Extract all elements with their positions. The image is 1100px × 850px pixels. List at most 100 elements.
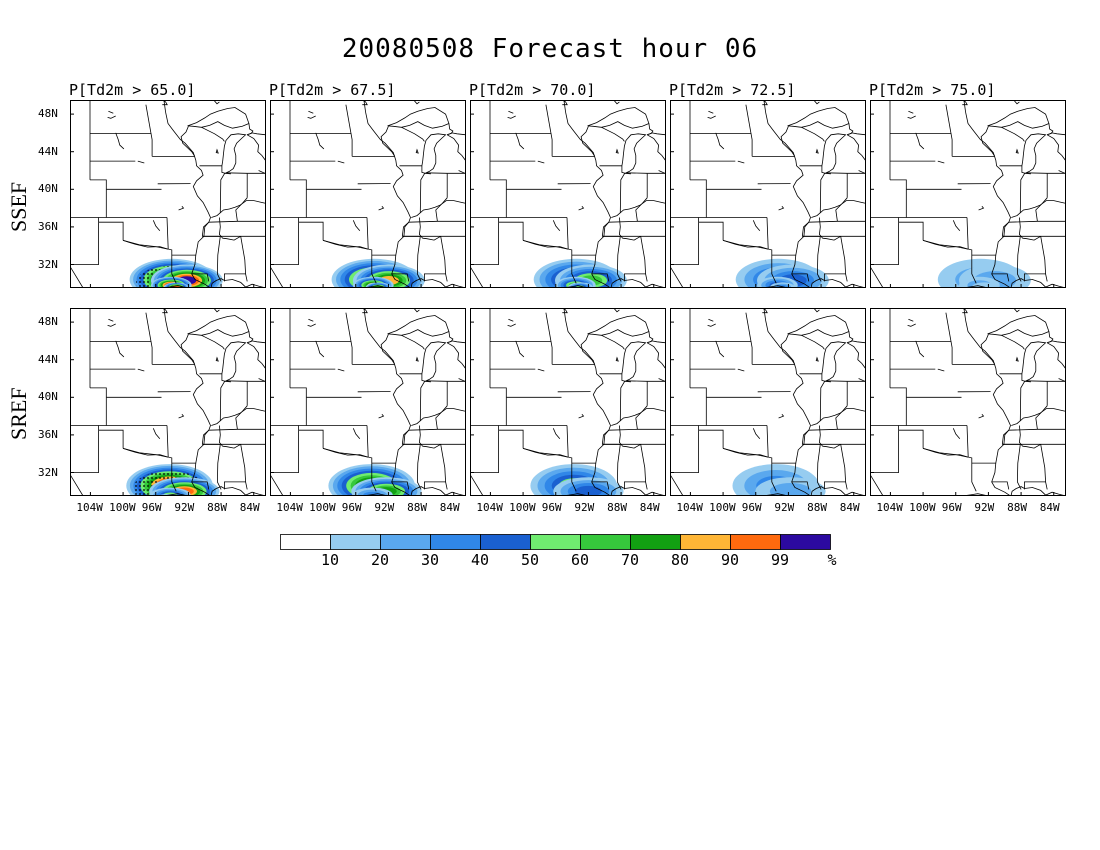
- boundary-lines: [470, 308, 666, 496]
- boundary-line: [307, 323, 316, 327]
- boundary-line: [224, 380, 248, 382]
- boundary-line: [447, 123, 454, 136]
- boundary-line: [418, 217, 441, 241]
- boundary-line: [522, 240, 569, 250]
- boundary-line: [515, 340, 525, 358]
- lake-outline: [1015, 356, 1019, 362]
- boundary-line: [578, 205, 585, 211]
- map-panel-sref-3: [470, 308, 666, 496]
- boundary-line: [818, 217, 841, 241]
- lon-label: 92W: [374, 501, 395, 514]
- lake-outline: [421, 133, 447, 174]
- lake-outline: [387, 315, 450, 337]
- boundary-line: [966, 217, 977, 284]
- boundary-line: [780, 126, 796, 157]
- boundary-line: [201, 429, 210, 445]
- row-label-sref: SREF: [6, 387, 31, 440]
- boundary-line: [991, 273, 1010, 282]
- boundary-line: [1035, 197, 1048, 222]
- boundary-line: [522, 448, 569, 458]
- boundary-line: [213, 100, 220, 105]
- map-panel-sref-2: [270, 308, 466, 496]
- colorbar-label: 70: [620, 551, 640, 569]
- boundary-line: [824, 380, 848, 382]
- boundary-line: [1025, 380, 1031, 383]
- colorbar-swatch: [330, 534, 381, 550]
- boundary-line: [166, 217, 177, 284]
- boundary-lines: [270, 100, 466, 288]
- boundary-line: [907, 323, 916, 327]
- boundary-line: [608, 220, 666, 223]
- boundary-line: [235, 197, 248, 222]
- boundary-line: [601, 221, 610, 237]
- lon-label: 96W: [941, 501, 962, 514]
- boundary-line: [1013, 308, 1020, 313]
- boundary-line: [947, 486, 1066, 496]
- boundary-line: [922, 448, 969, 458]
- boundary-line: [966, 425, 977, 492]
- boundary-line: [1011, 200, 1066, 218]
- boundary-line: [225, 380, 231, 383]
- boundary-line: [823, 481, 846, 490]
- boundary-line: [635, 405, 648, 430]
- colorbar-swatch: [730, 534, 781, 550]
- boundary-line: [290, 387, 307, 398]
- boundary-line: [847, 134, 866, 162]
- panel-frame: [870, 100, 1066, 288]
- lon-label: 100W: [509, 501, 536, 514]
- boundary-line: [1047, 123, 1054, 136]
- colorbar-label: 40: [470, 551, 490, 569]
- colorbar-swatch: [280, 534, 331, 550]
- boundary-line: [745, 104, 753, 157]
- boundary-line: [507, 323, 516, 327]
- boundary-line: [211, 408, 266, 426]
- boundary-line: [70, 266, 84, 288]
- boundary-line: [247, 342, 266, 370]
- boundary-line: [898, 429, 924, 449]
- panel-title-1: P[Td2m > 65.0]: [69, 81, 196, 99]
- lon-label: 84W: [839, 501, 860, 514]
- boundary-line: [270, 222, 300, 265]
- lat-label: 36N: [38, 427, 58, 441]
- map-panel-ssef-2: [270, 100, 466, 288]
- boundary-line: [808, 428, 866, 431]
- probability-field: [331, 258, 425, 288]
- boundary-line: [423, 273, 446, 282]
- lake-outline: [1021, 341, 1047, 382]
- boundary-line: [835, 197, 848, 222]
- boundary-line: [270, 474, 284, 496]
- boundary-line: [840, 236, 848, 282]
- boundary-line: [698, 221, 724, 241]
- boundary-line: [70, 222, 100, 265]
- lake-outline: [187, 315, 250, 337]
- boundary-line: [613, 100, 620, 105]
- boundary-lines: [870, 308, 1066, 496]
- boundary-line: [922, 240, 969, 250]
- boundary-line: [624, 172, 648, 174]
- lon-label: 104W: [76, 501, 103, 514]
- boundary-line: [216, 444, 222, 490]
- boundary-line: [591, 481, 610, 490]
- lake-outline: [187, 107, 250, 129]
- boundary-line: [1001, 429, 1010, 445]
- boundary-line: [619, 380, 626, 421]
- boundary-line: [601, 334, 625, 350]
- row-label-ssef: SSEF: [6, 181, 31, 232]
- boundary-line: [737, 368, 745, 372]
- map-panel-sref-4: [670, 308, 866, 496]
- boundary-line: [613, 308, 620, 313]
- boundary-line: [378, 205, 385, 211]
- boundary-line: [122, 240, 169, 250]
- boundary-line: [401, 221, 410, 237]
- boundary-line: [616, 444, 622, 490]
- boundary-line: [937, 368, 945, 372]
- boundary-line: [225, 172, 231, 175]
- boundary-line: [623, 273, 646, 282]
- boundary-line: [508, 110, 514, 114]
- prob-contour-level-1: [972, 282, 997, 288]
- panel-title-2: P[Td2m > 67.5]: [269, 81, 396, 99]
- boundary-line: [366, 217, 377, 284]
- probability-field: [530, 464, 624, 496]
- boundary-line: [601, 126, 625, 142]
- boundary-line: [1018, 217, 1041, 241]
